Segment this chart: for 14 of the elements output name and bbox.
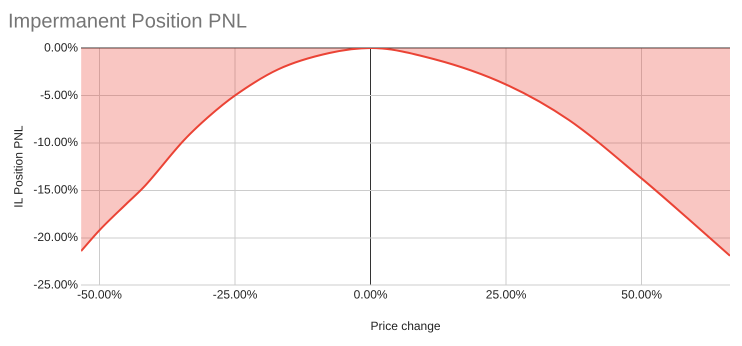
y-tick-label: 0.00% <box>44 40 78 54</box>
y-tick-label: -20.00% <box>33 230 78 244</box>
y-tick-label: -25.00% <box>33 278 78 292</box>
chart-title: Impermanent Position PNL <box>8 10 248 33</box>
x-tick-label: 25.00% <box>486 288 527 302</box>
x-tick-label: -25.00% <box>212 288 258 302</box>
x-axis-title: Price change <box>370 319 441 334</box>
x-tick-label: -50.00% <box>77 288 122 302</box>
x-tick-label: 50.00% <box>621 288 662 302</box>
y-tick-label: -5.00% <box>40 88 78 102</box>
y-tick-label: -15.00% <box>33 182 78 197</box>
x-tick-label: 0.00% <box>354 288 388 302</box>
y-axis-title: IL Position PNL <box>12 125 26 208</box>
y-tick-label: -10.00% <box>33 135 78 150</box>
